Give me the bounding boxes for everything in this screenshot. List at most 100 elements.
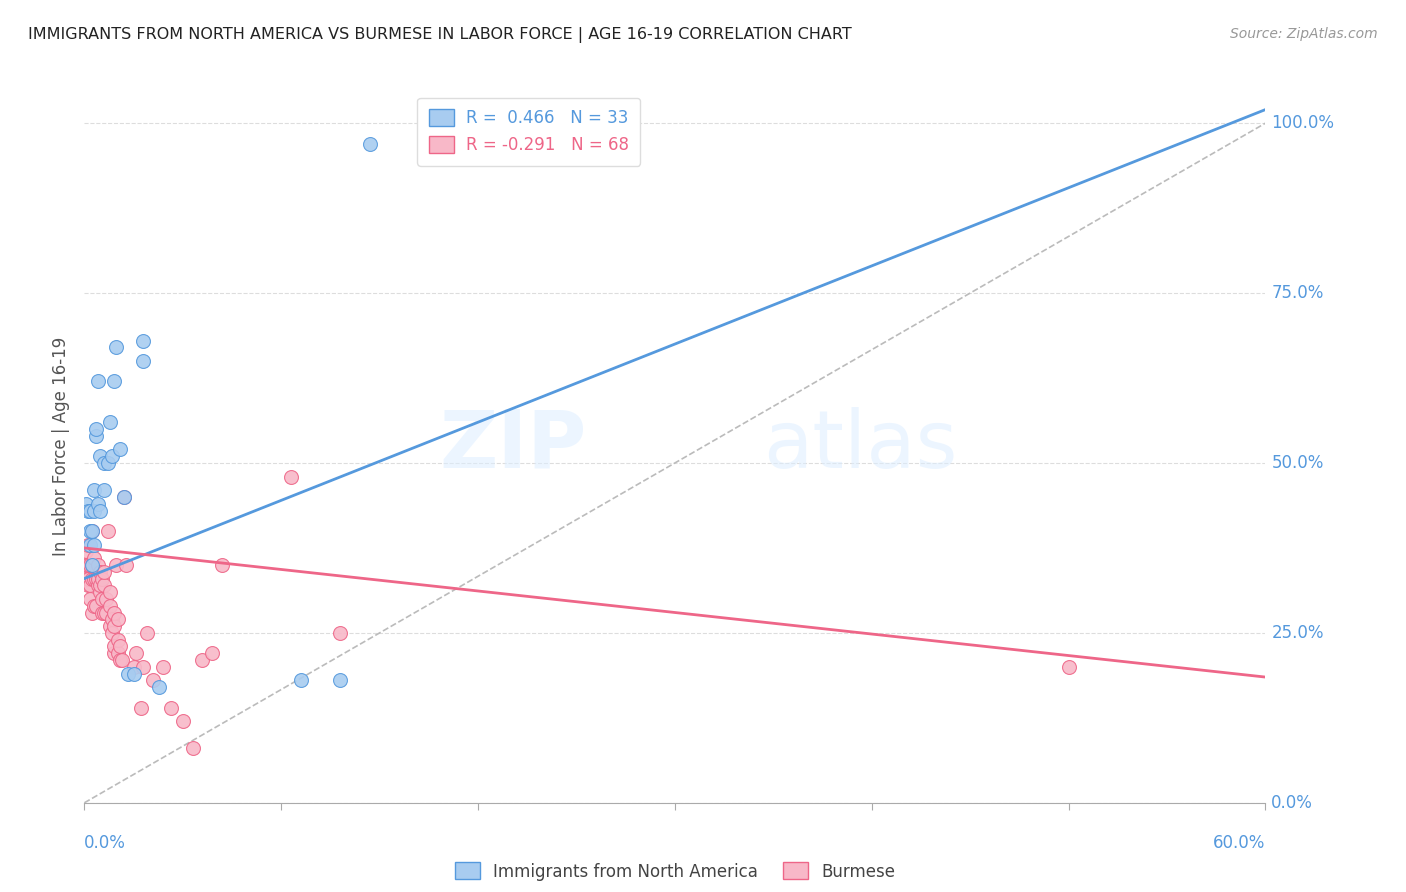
- Point: [79, 591, 101, 606]
- Text: 100.0%: 100.0%: [1271, 114, 1334, 132]
- Point: [114, 558, 136, 572]
- Point: [103, 606, 125, 620]
- Point: [89, 565, 111, 579]
- Point: [87, 572, 110, 586]
- Point: [93, 578, 115, 592]
- Point: [152, 660, 174, 674]
- Point: [1057, 660, 1080, 674]
- Point: [329, 673, 352, 688]
- Text: IMMIGRANTS FROM NORTH AMERICA VS BURMESE IN LABOR FORCE | AGE 16-19 CORRELATION : IMMIGRANTS FROM NORTH AMERICA VS BURMESE…: [28, 27, 852, 43]
- Point: [117, 666, 139, 681]
- Text: 25.0%: 25.0%: [1271, 624, 1324, 642]
- Point: [97, 456, 120, 470]
- Text: Source: ZipAtlas.com: Source: ZipAtlas.com: [1230, 27, 1378, 41]
- Text: 60.0%: 60.0%: [1213, 834, 1265, 852]
- Point: [101, 626, 124, 640]
- Point: [103, 646, 125, 660]
- Point: [82, 524, 104, 538]
- Point: [89, 585, 111, 599]
- Point: [84, 429, 107, 443]
- Point: [108, 442, 131, 457]
- Point: [83, 537, 105, 551]
- Point: [201, 646, 224, 660]
- Point: [87, 497, 110, 511]
- Point: [136, 626, 159, 640]
- Point: [148, 680, 170, 694]
- Point: [79, 537, 101, 551]
- Point: [290, 673, 312, 688]
- Point: [82, 558, 104, 572]
- Point: [172, 714, 194, 729]
- Point: [82, 606, 104, 620]
- Point: [84, 572, 107, 586]
- Point: [108, 640, 131, 654]
- Point: [77, 578, 100, 592]
- Point: [87, 375, 110, 389]
- Point: [83, 503, 105, 517]
- Point: [103, 640, 125, 654]
- Text: atlas: atlas: [763, 407, 957, 485]
- Point: [142, 673, 165, 688]
- Point: [104, 558, 127, 572]
- Point: [83, 599, 105, 613]
- Point: [122, 660, 145, 674]
- Point: [131, 700, 153, 714]
- Point: [191, 653, 214, 667]
- Point: [280, 469, 302, 483]
- Point: [87, 578, 110, 592]
- Point: [132, 334, 155, 348]
- Point: [107, 646, 129, 660]
- Point: [82, 572, 104, 586]
- Point: [84, 599, 107, 613]
- Text: 75.0%: 75.0%: [1271, 284, 1323, 302]
- Point: [111, 653, 134, 667]
- Point: [93, 456, 115, 470]
- Point: [98, 585, 121, 599]
- Point: [75, 558, 97, 572]
- Point: [82, 524, 104, 538]
- Point: [89, 449, 111, 463]
- Point: [77, 572, 100, 586]
- Point: [75, 497, 97, 511]
- Point: [94, 606, 117, 620]
- Point: [104, 341, 127, 355]
- Text: 0.0%: 0.0%: [84, 834, 127, 852]
- Point: [101, 612, 124, 626]
- Y-axis label: In Labor Force | Age 16-19: In Labor Force | Age 16-19: [52, 336, 70, 556]
- Point: [91, 572, 114, 586]
- Point: [93, 606, 115, 620]
- Point: [79, 558, 101, 572]
- Point: [98, 415, 121, 429]
- Point: [94, 591, 117, 606]
- Point: [91, 606, 114, 620]
- Point: [84, 422, 107, 436]
- Point: [75, 544, 97, 558]
- Point: [108, 653, 131, 667]
- Point: [103, 619, 125, 633]
- Text: ZIP: ZIP: [439, 407, 586, 485]
- Point: [91, 591, 114, 606]
- Point: [107, 612, 129, 626]
- Point: [93, 483, 115, 498]
- Point: [89, 503, 111, 517]
- Point: [83, 572, 105, 586]
- Point: [132, 354, 155, 368]
- Point: [329, 626, 352, 640]
- Point: [101, 449, 124, 463]
- Point: [83, 483, 105, 498]
- Point: [93, 565, 115, 579]
- Point: [79, 524, 101, 538]
- Point: [132, 660, 155, 674]
- Point: [75, 565, 97, 579]
- Point: [79, 578, 101, 592]
- Point: [122, 666, 145, 681]
- Point: [359, 136, 381, 151]
- Legend: Immigrants from North America, Burmese: Immigrants from North America, Burmese: [449, 855, 901, 888]
- Point: [82, 558, 104, 572]
- Point: [181, 741, 204, 756]
- Point: [98, 619, 121, 633]
- Point: [77, 503, 100, 517]
- Text: 50.0%: 50.0%: [1271, 454, 1323, 472]
- Point: [97, 524, 120, 538]
- Point: [103, 375, 125, 389]
